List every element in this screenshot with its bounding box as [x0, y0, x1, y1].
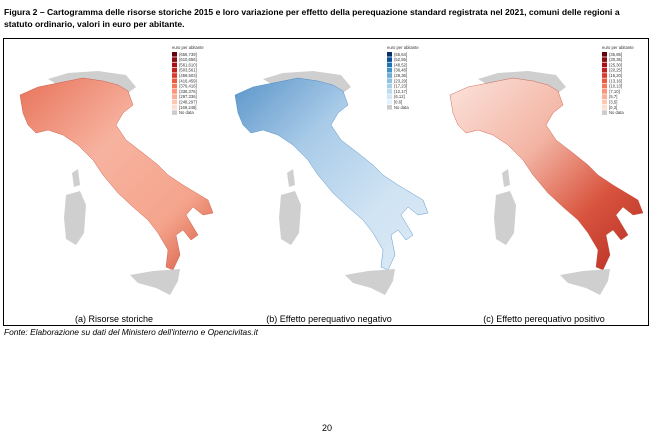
legend-swatch [172, 94, 177, 99]
legend-swatch [172, 89, 177, 94]
legend-swatch [172, 52, 177, 57]
figure-frame: euro per abitante (656,739] (610,656] (561,… [3, 38, 649, 326]
legend-label: (25,30] [609, 62, 622, 67]
legend-title: euro per abitante [602, 45, 634, 50]
legend-label: (30,35] [609, 57, 622, 62]
legend-swatch [172, 62, 177, 68]
legend-swatch [602, 89, 607, 94]
legend-label: [0,3] [609, 105, 617, 110]
legend-swatch [602, 94, 607, 99]
legend-swatch [387, 99, 392, 105]
legend-label: (6,12] [394, 94, 405, 99]
legend-label: (297,336] [179, 94, 197, 99]
legend-swatch [172, 99, 177, 105]
legend-swatch [172, 73, 177, 78]
sardinia [494, 191, 516, 245]
legend-label: (7,10] [609, 89, 620, 94]
legend-swatch [387, 57, 392, 62]
sardinia [279, 191, 301, 245]
legend-label: (656,739] [179, 52, 197, 57]
sicily [560, 269, 610, 295]
legend-label: (48,52] [394, 62, 407, 67]
legend-label: (10,13] [609, 84, 622, 89]
legend-label: No data [609, 110, 624, 115]
map [19, 71, 214, 295]
legend-label: (52,55] [394, 57, 407, 62]
legend-swatch [602, 73, 607, 78]
legend-swatch [172, 110, 177, 115]
legend-label: (248,297] [179, 100, 197, 105]
maps: euro per abitante (656,739](610,656](561,… [19, 45, 644, 324]
legend-label: (17,23] [394, 84, 407, 89]
legend-label: (55,64] [394, 52, 407, 57]
legend-swatch [387, 89, 392, 94]
legend-swatch [602, 110, 607, 115]
legend-label: (3,5] [609, 100, 617, 105]
legend-swatch [387, 94, 392, 99]
legend-swatch [602, 62, 607, 68]
legend-swatch [172, 78, 177, 84]
figure-title: Figura 2 – Cartogramma delle risorse sto… [4, 7, 620, 29]
legend-label: (376,416] [179, 84, 197, 89]
legend-label: (336,376] [179, 89, 197, 94]
legend-title: euro per abitante [172, 45, 204, 50]
sicily [130, 269, 180, 295]
sicily [345, 269, 395, 295]
legend-label: (13,16] [609, 78, 622, 83]
legend-swatch [172, 83, 177, 89]
legend-label: (610,656] [179, 57, 197, 62]
legend-label: (5,7] [609, 94, 617, 99]
legend-label: [0,6] [394, 100, 402, 105]
map-caption: (c) Effetto perequativo positivo [483, 314, 604, 324]
map [449, 71, 644, 295]
map-caption: (a) Risorse storiche [75, 314, 153, 324]
legend-label: No data [179, 110, 194, 115]
legend-swatch [387, 78, 392, 84]
legend-swatch [172, 67, 177, 73]
legend-label: (20,25] [609, 68, 622, 73]
corsica [72, 169, 80, 187]
map-caption: (b) Effetto perequativo negativo [266, 314, 391, 324]
legend-swatch [602, 67, 607, 73]
legend-label: (459,503] [179, 73, 197, 78]
legend-label: (503,561] [179, 68, 197, 73]
legend-swatch [172, 57, 177, 62]
legend-label: No data [394, 105, 409, 110]
legend-swatch [387, 105, 392, 110]
italy-mainland [234, 77, 429, 271]
page-number: 20 [321, 423, 332, 433]
legend-label: (35,85] [609, 52, 622, 57]
legend-label: (23,29] [394, 78, 407, 83]
legend-label: (12,17] [394, 89, 407, 94]
legend-swatch [387, 73, 392, 78]
legend-swatch [172, 105, 177, 110]
legend-swatch [602, 52, 607, 57]
legend-swatch [602, 99, 607, 105]
sardinia [64, 191, 86, 245]
italy-mainland [449, 77, 644, 271]
corsica [287, 169, 295, 187]
legend-swatch [387, 83, 392, 89]
legend-label: [169,248] [179, 105, 196, 110]
legend-swatch [387, 62, 392, 68]
legend-label: (561,610] [179, 62, 197, 67]
source-note: Fonte: Elaborazione su dati del Minister… [4, 327, 258, 337]
corsica [502, 169, 510, 187]
legend-swatch [387, 67, 392, 73]
map [234, 71, 429, 295]
legend-label: (36,48] [394, 68, 407, 73]
legend-title: euro per abitante [387, 45, 419, 50]
legend-label: (16,20] [609, 73, 622, 78]
italy-mainland [19, 77, 214, 271]
legend-swatch [387, 52, 392, 57]
legend-swatch [602, 83, 607, 89]
legend-label: (416,459] [179, 78, 197, 83]
legend-swatch [602, 105, 607, 110]
legend-label: (29,36] [394, 73, 407, 78]
legend-swatch [602, 57, 607, 62]
legend-swatch [602, 78, 607, 84]
